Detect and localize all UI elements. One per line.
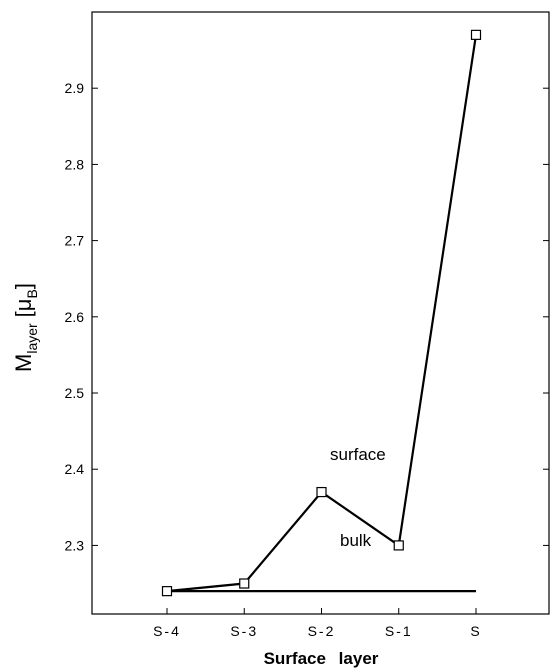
- surface-line: [166, 34, 478, 593]
- y-tick-label: 2.8: [65, 156, 85, 172]
- y-axis-ticks: 2.3 2.4 2.5 2.6 2.7 2.8 2.9: [65, 80, 549, 553]
- x-axis-title: Surface layer: [264, 649, 379, 668]
- surface-point: [470, 29, 482, 40]
- x-axis-ticks: S-4 S-3 S-2 S-1 S: [153, 608, 481, 639]
- y-tick-label: 2.7: [65, 233, 85, 249]
- y-title-unit-open: [: [11, 311, 36, 317]
- surface-point: [239, 578, 250, 589]
- y-title-main: M: [11, 354, 36, 372]
- y-tick-label: 2.6: [65, 309, 85, 325]
- surface-point: [161, 586, 173, 597]
- series-markers: [161, 29, 482, 597]
- surface-series-label: surface: [330, 445, 386, 464]
- bulk-series-label: bulk: [340, 531, 372, 550]
- y-axis-title: Mlayer [μB]: [11, 283, 40, 372]
- plot-border: [91, 11, 550, 615]
- x-tick-label: S-2: [308, 623, 336, 639]
- y-tick-label: 2.5: [65, 385, 85, 401]
- surface-point: [316, 486, 327, 498]
- x-tick-label: S: [470, 623, 481, 639]
- svg-text:Mlayer[μB]: Mlayer [μB]: [11, 283, 40, 372]
- y-title-unit-sub: B: [24, 289, 40, 298]
- y-title-sub: layer: [24, 323, 40, 354]
- x-tick-label: S-3: [230, 623, 258, 639]
- y-tick-label: 2.9: [65, 80, 85, 96]
- y-title-unit-close: ]: [11, 283, 36, 289]
- x-tick-label: S-4: [153, 623, 181, 639]
- plot-frame: [91, 11, 550, 615]
- x-tick-label: S-1: [385, 623, 413, 639]
- y-tick-label: 2.3: [65, 537, 85, 553]
- y-title-unit-mu: μ: [11, 299, 36, 312]
- surface-point: [393, 540, 404, 551]
- y-tick-label: 2.4: [65, 461, 85, 477]
- series-lines: [166, 34, 478, 593]
